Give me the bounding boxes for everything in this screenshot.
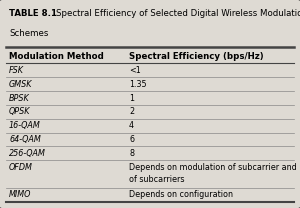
Text: GMSK: GMSK (9, 80, 32, 89)
Text: Spectral Efficiency (bps/Hz): Spectral Efficiency (bps/Hz) (129, 52, 264, 61)
Text: 16-QAM: 16-QAM (9, 121, 41, 130)
Text: FSK: FSK (9, 66, 24, 75)
Text: 6: 6 (129, 135, 134, 144)
Text: <1: <1 (129, 66, 141, 75)
Text: OFDM: OFDM (9, 163, 33, 172)
Text: TABLE 8.1: TABLE 8.1 (9, 9, 57, 18)
Text: 4: 4 (129, 121, 134, 130)
Text: Depends on modulation of subcarrier and number
of subcarriers: Depends on modulation of subcarrier and … (129, 163, 300, 184)
Text: Modulation Method: Modulation Method (9, 52, 104, 61)
Text: Depends on configuration: Depends on configuration (129, 191, 233, 199)
Text: 2: 2 (129, 108, 134, 116)
Text: BPSK: BPSK (9, 94, 30, 103)
Text: MIMO: MIMO (9, 191, 32, 199)
Text: 64-QAM: 64-QAM (9, 135, 41, 144)
Text: Spectral Efficiency of Selected Digital Wireless Modulation: Spectral Efficiency of Selected Digital … (56, 9, 300, 18)
Text: 8: 8 (129, 149, 134, 158)
Text: 256-QAM: 256-QAM (9, 149, 46, 158)
Text: 1: 1 (129, 94, 134, 103)
Text: QPSK: QPSK (9, 108, 31, 116)
Text: 1.35: 1.35 (129, 80, 147, 89)
Text: Schemes: Schemes (9, 29, 48, 38)
